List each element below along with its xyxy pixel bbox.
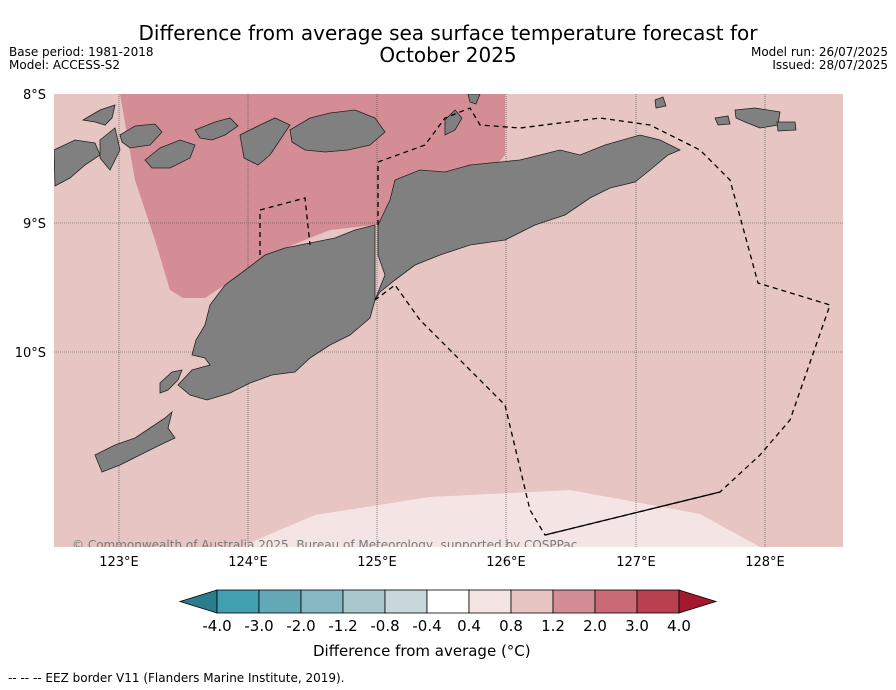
timor-island (177, 134, 681, 401)
colorbar-over-arrow (678, 589, 718, 614)
colorbar-tick-label: 4.0 (667, 617, 691, 635)
colorbar-swatch (636, 589, 680, 614)
rote-island (159, 369, 183, 394)
chart-title-line1: Difference from average sea surface temp… (138, 21, 758, 45)
anomaly-region-0-4-to-0-8 (240, 490, 760, 547)
land-masses (54, 94, 797, 473)
colorbar-under-arrow (178, 589, 218, 614)
sawu-island (94, 410, 176, 473)
colorbar: -4.0 -3.0 -2.0 -1.2 -0.8 -0.4 0.4 0.8 1.2 2.0 3.0 4… (178, 589, 718, 635)
colorbar-tick-label: -1.2 (328, 617, 357, 635)
eez-border (259, 107, 831, 536)
base-period-text: Base period: 1981-2018 (9, 45, 154, 59)
colorbar-tick-label: -3.0 (244, 617, 273, 635)
eez-footnote: -- -- -- EEZ border V11 (Flanders Marine… (8, 671, 345, 685)
colorbar-swatch (258, 589, 302, 614)
colorbar-swatch (384, 589, 428, 614)
lesser-island-2 (444, 109, 463, 136)
wetar-island (289, 109, 386, 153)
colorbar-swatch (426, 589, 470, 614)
map-panel: © Commonwealth of Australia 2025, Bureau… (54, 94, 843, 552)
colorbar-label: Difference from average (°C) (313, 642, 531, 660)
colorbar-swatch (468, 589, 512, 614)
issued-text: Issued: 28/07/2025 (772, 58, 888, 72)
colorbar-tick-label: -0.8 (370, 617, 399, 635)
colorbar-swatch (216, 589, 260, 614)
model-text: Model: ACCESS-S2 (9, 58, 121, 72)
lon-label-126e: 126°E (486, 555, 526, 570)
lesser-island-1 (194, 117, 239, 141)
copyright-text: © Commonwealth of Australia 2025, Bureau… (72, 538, 577, 552)
colorbar-swatch (342, 589, 386, 614)
colorbar-tick-label: 3.0 (625, 617, 649, 635)
lesser-island-6 (776, 121, 797, 132)
colorbar-tick-label: -4.0 (202, 617, 231, 635)
colorbar-swatch (510, 589, 554, 614)
model-run-text: Model run: 26/07/2025 (750, 45, 888, 59)
lesser-island-5 (714, 115, 731, 126)
lat-label-8s: 8°S (23, 88, 46, 103)
colorbar-swatch (552, 589, 596, 614)
colorbar-tick-label: -2.0 (286, 617, 315, 635)
lat-label-10s: 10°S (15, 346, 46, 361)
lat-label-9s: 9°S (23, 217, 46, 232)
colorbar-swatch (300, 589, 344, 614)
colorbar-tick-label: 0.8 (499, 617, 523, 635)
lesser-island-4 (654, 96, 667, 109)
colorbar-tick-label: 1.2 (541, 617, 565, 635)
lesser-island-3 (467, 94, 481, 105)
lon-label-125e: 125°E (357, 555, 397, 570)
colorbar-swatch (594, 589, 638, 614)
atauro-island (239, 117, 291, 166)
babar-island (734, 107, 781, 129)
lon-label-124e: 124°E (228, 555, 268, 570)
colorbar-tick-label: 0.4 (457, 617, 481, 635)
flores-island (54, 139, 101, 187)
lon-label-128e: 128°E (745, 555, 785, 570)
colorbar-tick-label: -0.4 (412, 617, 441, 635)
alor-island (81, 104, 121, 171)
chart-title-line2: October 2025 (379, 43, 517, 67)
lon-label-127e: 127°E (616, 555, 656, 570)
colorbar-tick-label: 2.0 (583, 617, 607, 635)
pantar-island (119, 123, 196, 169)
eez-border-solid-segment (544, 491, 721, 536)
lon-label-123e: 123°E (99, 555, 139, 570)
anomaly-region-1-2-to-2-0 (120, 94, 505, 298)
